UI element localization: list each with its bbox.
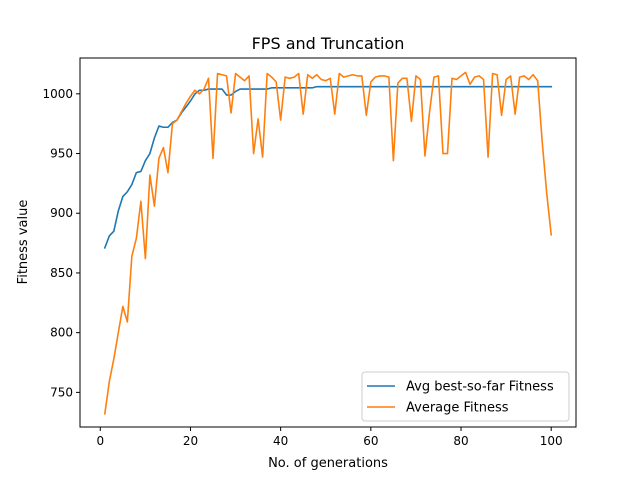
x-axis-label: No. of generations	[268, 456, 388, 471]
x-tick-label: 80	[453, 434, 468, 448]
legend: Avg best-so-far Fitness Average Fitness	[361, 371, 570, 422]
chart-title: FPS and Truncation	[252, 34, 405, 53]
x-tick-label: 0	[96, 434, 104, 448]
series-line-1	[103, 71, 553, 415]
x-tick-label: 40	[273, 434, 288, 448]
y-tick-label: 950	[50, 147, 73, 161]
y-tick-label: 800	[50, 326, 73, 340]
legend-label-1: Average Fitness	[406, 401, 509, 416]
series-layer	[103, 71, 553, 415]
y-axis-label: Fitness value	[16, 200, 31, 285]
y-tick-label: 900	[50, 206, 73, 220]
legend-label-0: Avg best-so-far Fitness	[406, 380, 554, 395]
legend-box	[361, 371, 570, 422]
legend-items: Avg best-so-far Fitness Average Fitness	[367, 380, 554, 416]
y-tick-label: 850	[50, 266, 73, 280]
y-tick-label: 750	[50, 385, 73, 399]
x-axis: 0 20 40 60 80 100	[96, 427, 563, 448]
x-tick-label: 20	[183, 434, 198, 448]
y-axis: 750 800 850 900 950 1000	[42, 87, 80, 399]
plot-frame	[79, 57, 577, 428]
x-tick-label: 100	[540, 434, 563, 448]
x-tick-label: 60	[363, 434, 378, 448]
y-tick-label: 1000	[42, 87, 73, 101]
